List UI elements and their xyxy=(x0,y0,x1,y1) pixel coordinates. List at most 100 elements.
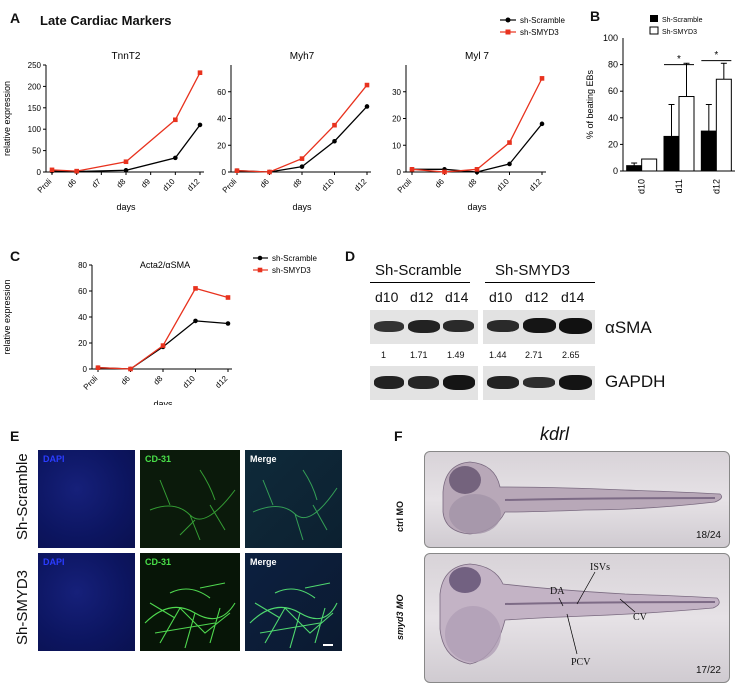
y-axis-label: relative expression xyxy=(2,279,12,354)
plot-title: Myl 7 xyxy=(465,51,489,62)
legend-label-scramble: sh-Scramble xyxy=(520,16,565,25)
y-tick-label: 60 xyxy=(608,86,618,96)
sig-star: * xyxy=(677,54,681,65)
y-tick-label: 20 xyxy=(217,141,226,150)
wb-group-line xyxy=(485,282,595,283)
figure-title: Late Cardiac Markers xyxy=(40,13,172,28)
legend-swatch xyxy=(649,26,659,35)
panel-letter-e: E xyxy=(10,428,20,444)
legend-swatch xyxy=(257,267,263,273)
chart-acta2: 0 20 40 60 80 Proli d6 d8 d10 d12 relative express… xyxy=(2,255,317,405)
x-tick-label: d10 xyxy=(495,177,511,193)
y-tick-label: 100 xyxy=(28,125,42,134)
x-axis-label: days xyxy=(116,202,136,212)
wb-lane: d10 xyxy=(489,289,513,305)
vessel-network xyxy=(252,469,338,541)
x-tick-label: d8 xyxy=(152,374,165,387)
wb-lane: d12 xyxy=(410,289,434,305)
x-tick-label: Proli xyxy=(396,177,414,195)
y-axis-label: relative expression xyxy=(2,81,12,156)
micro-label: CD-31 xyxy=(145,557,172,567)
panel-letter-a: A xyxy=(10,10,21,26)
row-label-scramble: Sh-Scramble xyxy=(14,453,31,540)
data-point xyxy=(95,365,101,370)
data-point xyxy=(123,159,129,165)
zebrafish-ctrl: 18/24 xyxy=(424,451,730,548)
y-tick-label: 200 xyxy=(28,82,42,91)
x-axis-label: days xyxy=(467,202,487,212)
micro-label: DAPI xyxy=(43,557,65,567)
x-axis-label: days xyxy=(153,399,173,405)
quant-value: 1.71 xyxy=(410,350,428,360)
x-tick-label: d6 xyxy=(119,374,132,387)
y-tick-label: 0 xyxy=(397,168,402,177)
x-tick-label: Proli xyxy=(36,177,54,195)
vessel-network-dense xyxy=(249,582,338,649)
data-point xyxy=(225,321,231,326)
data-point xyxy=(507,161,512,167)
plot-title: Myh7 xyxy=(290,51,315,62)
y-tick-label: 40 xyxy=(78,313,87,322)
x-tick-label: d8 xyxy=(115,177,128,190)
x-tick-label: Proli xyxy=(82,374,100,392)
quant-value: 1.44 xyxy=(489,350,507,360)
micro-merge-scramble: Merge xyxy=(245,450,342,548)
wb-lane: d12 xyxy=(525,289,549,305)
y-tick-label: 20 xyxy=(78,339,87,348)
chart-myl7: 0 10 20 30 Proli d6 d8 d10 d12 Myl 7 days xyxy=(392,51,546,212)
row-label-smyd3-mo: smyd3 MO xyxy=(395,594,405,640)
micro-label: CD-31 xyxy=(145,454,172,464)
x-tick-label: d7 xyxy=(90,177,103,190)
y-tick-label: 0 xyxy=(37,168,42,177)
x-tick-label: d6 xyxy=(258,177,271,190)
wb-lane: d14 xyxy=(445,289,469,305)
data-point xyxy=(128,366,133,372)
data-point xyxy=(193,318,198,324)
y-tick-label: 80 xyxy=(608,60,618,70)
wb-lane: d14 xyxy=(561,289,585,305)
data-point xyxy=(539,76,545,81)
data-point xyxy=(173,117,178,123)
series-line xyxy=(411,78,543,173)
blot-strip-asma-scramble xyxy=(370,310,478,344)
bar xyxy=(715,78,732,172)
x-tick-label: d6 xyxy=(65,177,78,190)
x-tick-label: d12 xyxy=(711,179,721,194)
micro-label: Merge xyxy=(250,454,277,464)
data-point xyxy=(299,164,305,169)
data-point xyxy=(442,169,447,175)
blot-strip-gapdh-smyd3 xyxy=(483,366,595,400)
micro-dapi-smyd3: DAPI xyxy=(38,553,135,651)
x-tick-label: d12 xyxy=(528,177,544,193)
y-tick-label: 250 xyxy=(28,61,42,70)
micro-cd31-smyd3: CD-31 xyxy=(140,553,240,651)
data-point xyxy=(74,168,79,174)
x-tick-label: d8 xyxy=(291,177,304,190)
bar xyxy=(700,130,717,172)
embryo-ctrl xyxy=(442,461,723,535)
data-point xyxy=(193,286,198,291)
wb-group-smyd3: Sh-SMYD3 xyxy=(495,262,571,279)
y-tick-label: 60 xyxy=(78,287,87,296)
bar xyxy=(678,96,695,172)
vessel-network xyxy=(149,469,236,541)
micro-label: Merge xyxy=(250,557,277,567)
y-tick-label: 60 xyxy=(217,88,226,97)
data-point xyxy=(173,155,178,161)
blot-strip-asma-smyd3 xyxy=(483,310,595,344)
data-point xyxy=(332,122,337,128)
legend-label: sh-SMYD3 xyxy=(272,266,311,275)
annotation-pcv: PCV xyxy=(571,657,591,668)
bar xyxy=(641,158,658,172)
wb-group-line xyxy=(370,282,470,283)
data-point xyxy=(364,82,370,88)
legend-swatch xyxy=(650,15,658,22)
wb-row-gapdh: GAPDH xyxy=(605,372,666,391)
quant-value: 2.65 xyxy=(562,350,580,360)
data-point xyxy=(474,167,480,172)
micro-cd31-scramble: CD-31 xyxy=(140,450,240,548)
data-point xyxy=(507,140,512,145)
plot-title: Acta2/αSMA xyxy=(140,260,190,270)
y-tick-label: 50 xyxy=(32,147,41,156)
